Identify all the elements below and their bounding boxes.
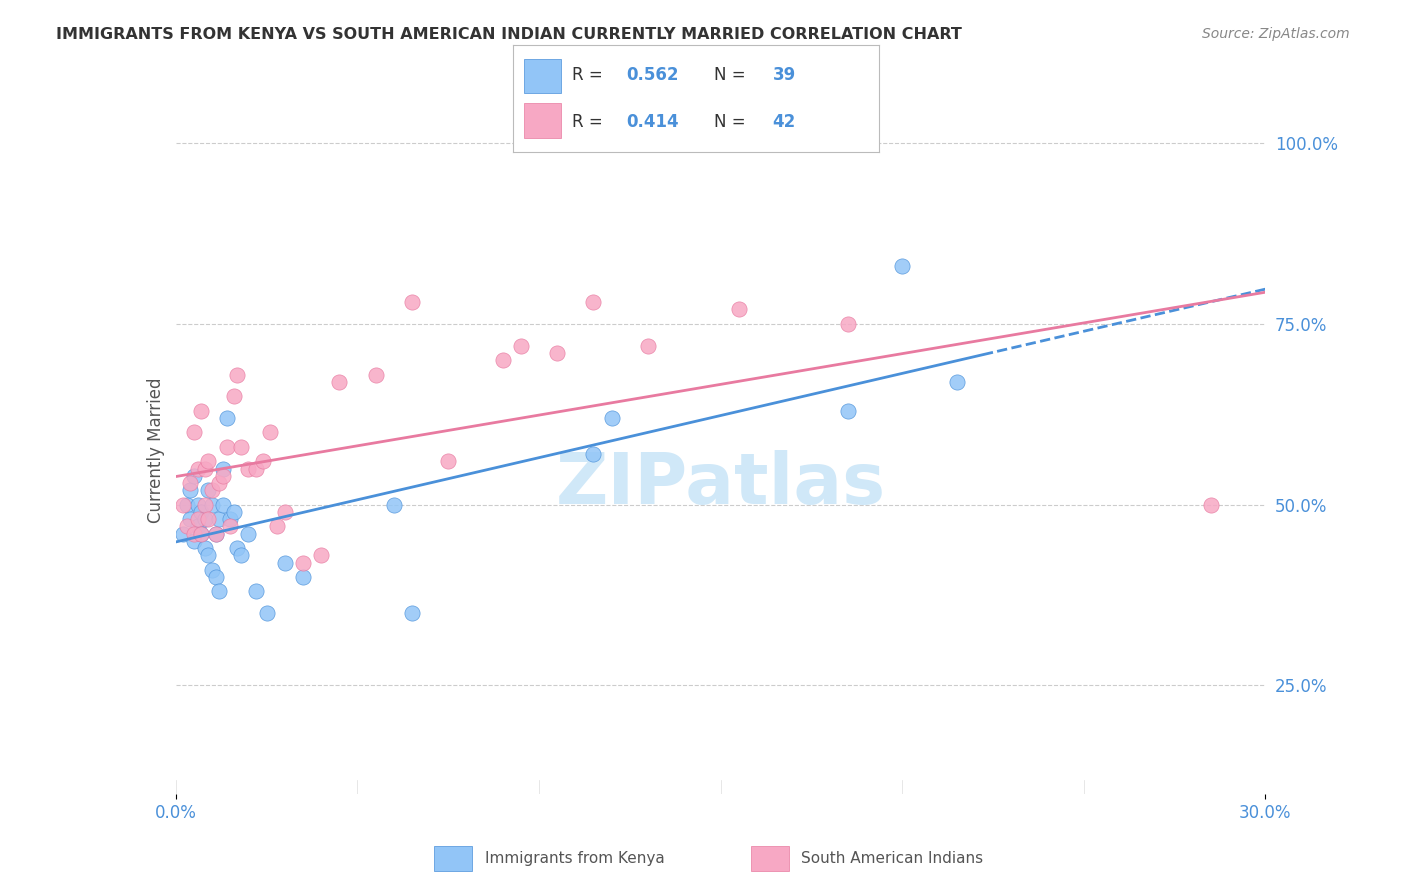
Point <box>208 584 231 599</box>
Point <box>219 519 242 533</box>
Point <box>204 526 226 541</box>
Point <box>197 483 219 498</box>
Point <box>245 461 267 475</box>
Point <box>194 498 217 512</box>
Point <box>190 505 212 519</box>
Point <box>1199 498 1222 512</box>
Point <box>183 425 205 440</box>
Point <box>172 526 194 541</box>
Y-axis label: Currently Married: Currently Married <box>146 377 165 524</box>
Text: 42: 42 <box>773 112 796 130</box>
Text: 39: 39 <box>773 66 796 84</box>
Point <box>190 403 212 417</box>
Point <box>238 526 260 541</box>
Point <box>401 295 423 310</box>
Point <box>194 461 217 475</box>
Point <box>727 302 749 317</box>
Point <box>256 606 278 620</box>
Point <box>212 468 235 483</box>
Point <box>219 512 242 526</box>
Point <box>186 512 209 526</box>
Point <box>197 549 219 563</box>
Point <box>837 403 859 417</box>
Bar <box>751 847 789 871</box>
Point <box>582 447 605 461</box>
Point <box>252 454 274 468</box>
Point <box>197 512 219 526</box>
Point <box>186 498 209 512</box>
Point <box>637 338 659 352</box>
Point <box>291 556 314 570</box>
Point <box>238 461 260 475</box>
Point <box>222 389 245 403</box>
Point <box>328 375 350 389</box>
Point <box>179 475 201 490</box>
Point <box>401 606 423 620</box>
Point <box>183 533 205 548</box>
Point <box>309 549 332 563</box>
Point <box>274 505 297 519</box>
Point <box>266 519 288 533</box>
Point <box>212 461 235 475</box>
Point <box>201 483 224 498</box>
Point <box>600 411 623 425</box>
Point <box>509 338 531 352</box>
Text: N =: N = <box>714 112 751 130</box>
Point <box>172 498 194 512</box>
Point <box>179 512 201 526</box>
Text: IMMIGRANTS FROM KENYA VS SOUTH AMERICAN INDIAN CURRENTLY MARRIED CORRELATION CHA: IMMIGRANTS FROM KENYA VS SOUTH AMERICAN … <box>56 27 962 42</box>
Point <box>176 498 198 512</box>
Point <box>492 353 515 368</box>
Point <box>183 468 205 483</box>
Point <box>245 584 267 599</box>
Point <box>382 498 405 512</box>
Point <box>194 512 217 526</box>
Bar <box>524 59 561 93</box>
Point <box>176 519 198 533</box>
Point <box>183 526 205 541</box>
Point <box>291 570 314 584</box>
Point <box>208 475 231 490</box>
Point <box>186 461 209 475</box>
Point <box>201 563 224 577</box>
Point <box>837 317 859 331</box>
Text: South American Indians: South American Indians <box>801 851 984 866</box>
Point <box>582 295 605 310</box>
Text: R =: R = <box>572 112 607 130</box>
Text: Immigrants from Kenya: Immigrants from Kenya <box>485 851 665 866</box>
Point <box>215 411 238 425</box>
Point <box>190 526 212 541</box>
Point <box>204 526 226 541</box>
Point <box>204 570 226 584</box>
Text: Source: ZipAtlas.com: Source: ZipAtlas.com <box>1202 27 1350 41</box>
Point <box>179 483 201 498</box>
Point <box>231 440 253 454</box>
Point <box>190 526 212 541</box>
Point <box>197 454 219 468</box>
Point <box>364 368 387 382</box>
Point <box>212 498 235 512</box>
Point <box>437 454 460 468</box>
Point <box>226 368 249 382</box>
Point <box>215 440 238 454</box>
Point <box>546 346 568 360</box>
Point <box>186 519 209 533</box>
Point <box>222 505 245 519</box>
Point <box>274 556 297 570</box>
Bar <box>434 847 472 871</box>
Point <box>226 541 249 555</box>
Point <box>194 541 217 555</box>
Text: 0.562: 0.562 <box>627 66 679 84</box>
Text: R =: R = <box>572 66 607 84</box>
Point <box>259 425 281 440</box>
Bar <box>524 103 561 137</box>
Text: 0.414: 0.414 <box>627 112 679 130</box>
Point <box>891 259 914 273</box>
Point <box>945 375 967 389</box>
Point <box>231 549 253 563</box>
Point <box>208 512 231 526</box>
Point <box>201 498 224 512</box>
Text: N =: N = <box>714 66 751 84</box>
Text: ZIPatlas: ZIPatlas <box>555 450 886 519</box>
